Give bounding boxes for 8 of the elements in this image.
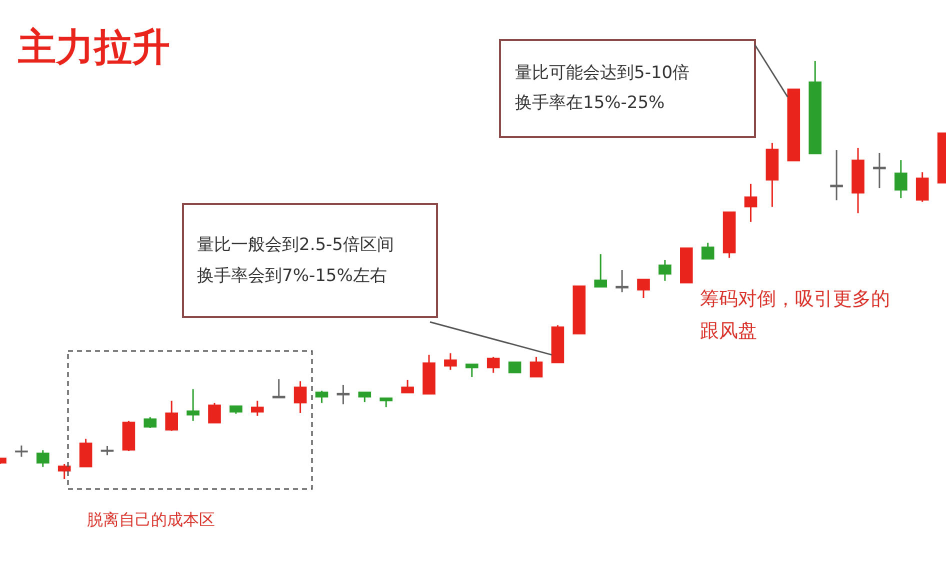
annotation: 换手率会到7%-15%左右 <box>197 266 387 286</box>
annotation: 筹码对倒，吸引更多的 <box>700 288 890 310</box>
chart-title: 主力拉升 <box>18 25 170 69</box>
annotation: 换手率在15%-25% <box>515 93 665 113</box>
annotation: 量比可能会达到5-10倍 <box>515 63 690 83</box>
text: 脱离自己的成本区 <box>87 510 215 529</box>
annotation: 跟风盘 <box>700 320 757 342</box>
annotation: 量比一般会到2.5-5倍区间 <box>197 235 394 255</box>
